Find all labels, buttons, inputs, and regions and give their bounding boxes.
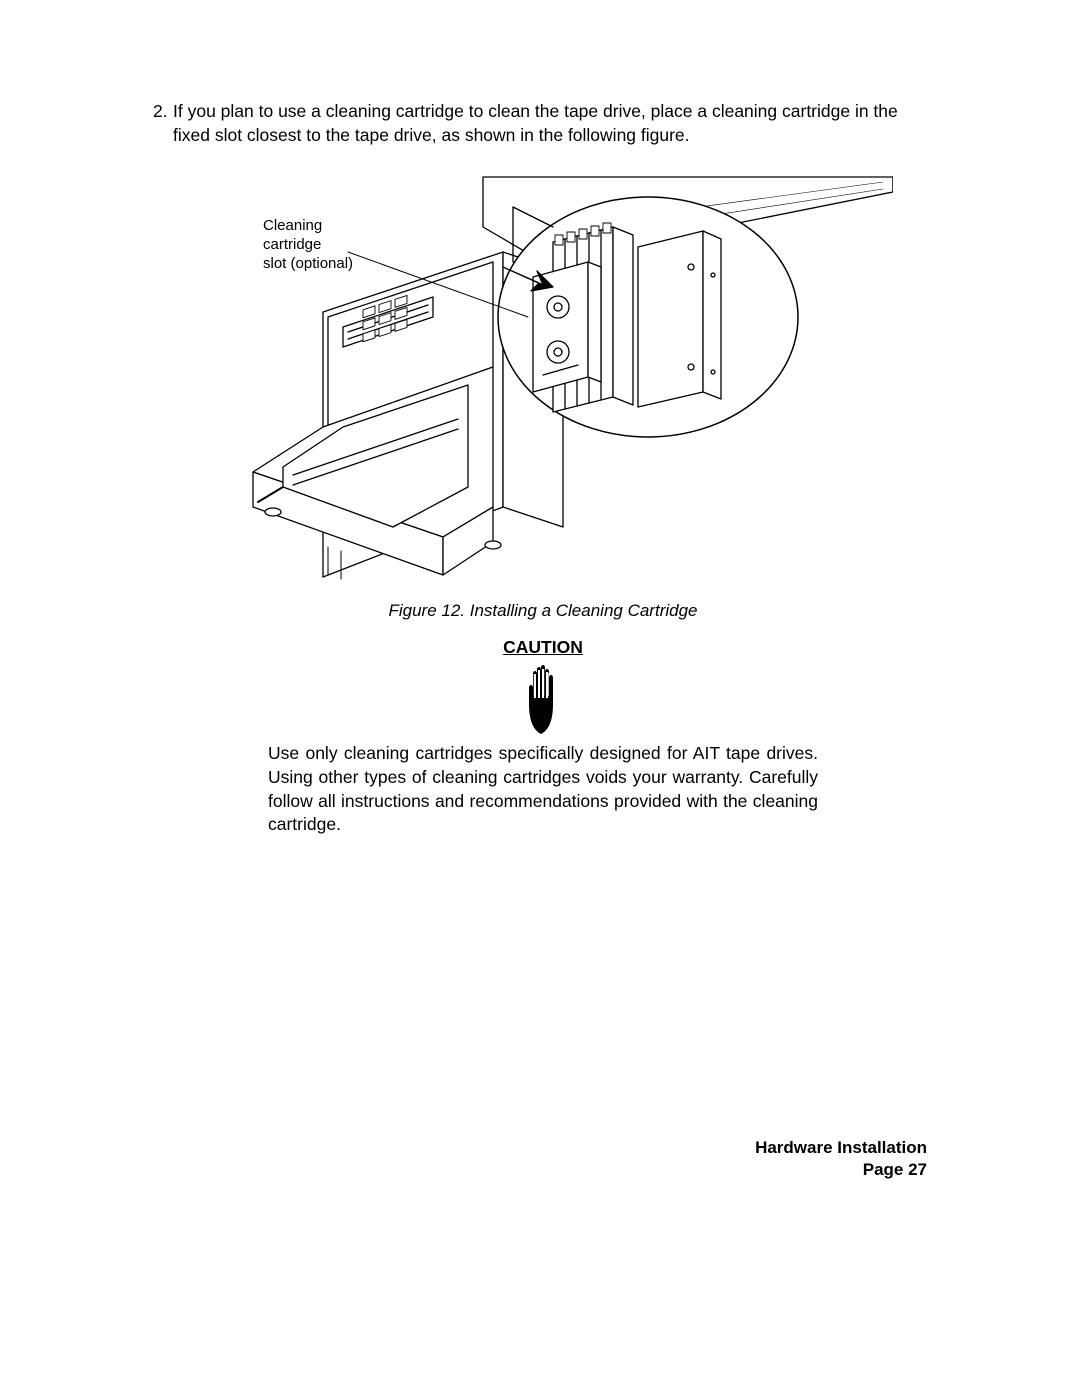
caution-text: Use only cleaning cartridges specificall… bbox=[268, 742, 818, 837]
step-instruction: 2. If you plan to use a cleaning cartrid… bbox=[153, 100, 933, 147]
caution-block: CAUTION Use only cleaning cartridges spe… bbox=[268, 637, 818, 837]
step-text: If you plan to use a cleaning cartridge … bbox=[173, 100, 933, 147]
caution-heading: CAUTION bbox=[268, 637, 818, 658]
footer-section: Hardware Installation bbox=[755, 1137, 927, 1159]
tape-drive-illustration bbox=[193, 167, 893, 597]
figure-caption: Figure 12. Installing a Cleaning Cartrid… bbox=[153, 601, 933, 621]
page-footer: Hardware Installation Page 27 bbox=[755, 1137, 927, 1181]
footer-page: Page 27 bbox=[755, 1159, 927, 1181]
page-content: 2. If you plan to use a cleaning cartrid… bbox=[153, 100, 933, 837]
figure-container: Cleaning cartridge slot (optional) bbox=[153, 167, 933, 597]
step-number: 2. bbox=[153, 100, 173, 147]
stop-hand-icon bbox=[519, 664, 567, 736]
